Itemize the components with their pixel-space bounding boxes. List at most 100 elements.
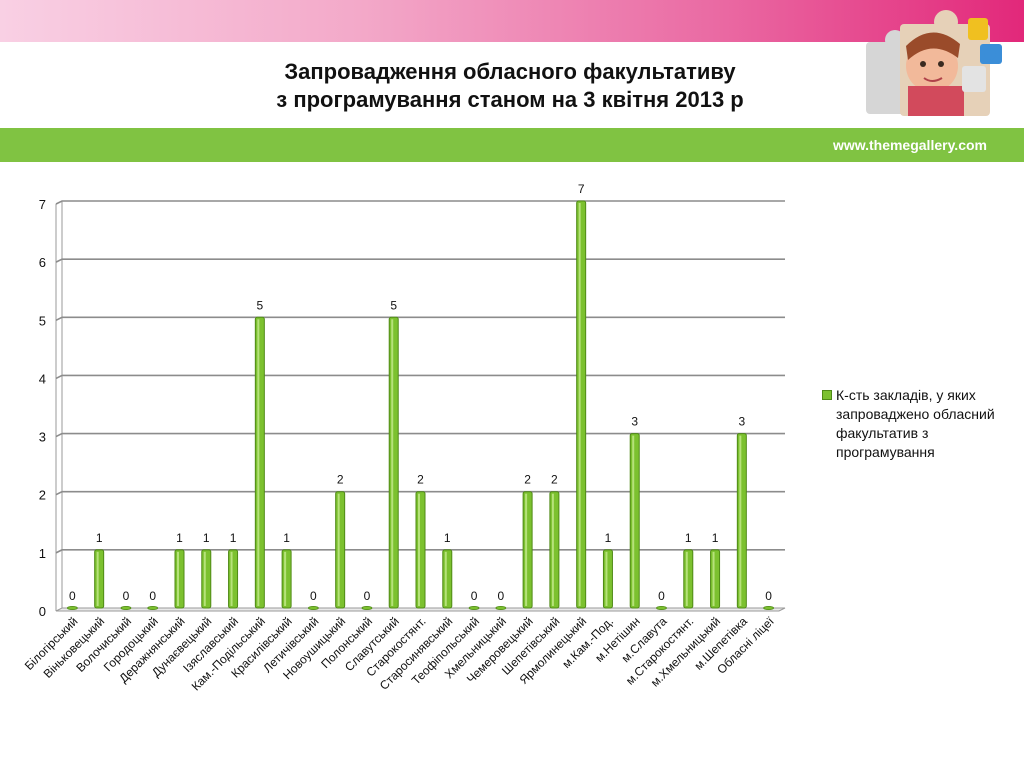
bar-highlight: [712, 551, 715, 606]
bar-highlight: [391, 319, 394, 606]
bar: [388, 316, 399, 609]
y-axis-ticks: 0 1 2 3 4 5 6 7: [39, 197, 46, 619]
data-label: 2: [337, 473, 344, 487]
data-label: 2: [417, 473, 424, 487]
puzzle-logo-icon: [866, 10, 1002, 116]
title-line-1: Запровадження обласного факультативу: [284, 59, 736, 84]
gridline: [55, 549, 785, 554]
data-label: 1: [230, 531, 237, 545]
data-label: 5: [390, 298, 397, 312]
data-label: 0: [658, 589, 665, 603]
bar-highlight: [739, 435, 742, 606]
bar: [228, 549, 239, 609]
data-label: 2: [551, 473, 558, 487]
y-tick-label: 2: [39, 488, 46, 503]
data-label: 0: [69, 589, 76, 603]
bar-highlight: [177, 551, 179, 606]
bar-highlight: [284, 551, 287, 606]
data-label: 1: [203, 531, 210, 545]
data-label: 0: [497, 589, 504, 603]
data-label: 1: [685, 531, 692, 545]
bar-highlight: [685, 551, 688, 606]
data-label: 1: [283, 531, 290, 545]
bar-highlight: [337, 493, 340, 606]
chart-floor: [55, 607, 786, 612]
bar: [335, 491, 346, 609]
bar: [94, 549, 105, 609]
data-label: 1: [96, 531, 103, 545]
gridline: [55, 432, 785, 438]
bar-chart: 0 1 2 3 4 5 6 7 0 1 0 0 1 1 1 5 1 0 2 0 5 2 1 0 0 2 2 7 1 3 0 1 1 3 0 Біл…: [22, 182, 786, 694]
bar: [307, 605, 319, 610]
legend-entry-label: К-сть закладів, у яких запроваджено обла…: [836, 387, 995, 460]
data-label: 0: [765, 589, 772, 603]
bar: [629, 433, 640, 609]
bar: [281, 549, 292, 609]
site-url-link[interactable]: www.themegallery.com: [832, 137, 987, 153]
data-label: 3: [631, 415, 638, 429]
gridline: [55, 258, 785, 263]
bar: [415, 491, 426, 609]
bar: [66, 605, 78, 610]
data-label: 1: [444, 531, 451, 545]
bar: [602, 549, 613, 609]
bar-highlight: [257, 319, 260, 606]
data-label: 0: [471, 589, 478, 603]
bar: [254, 316, 265, 609]
bar: [549, 491, 560, 609]
data-label: 0: [123, 589, 130, 603]
page-title: Запровадження обласного факультативу з п…: [170, 58, 850, 114]
bar: [736, 433, 747, 609]
bar: [201, 549, 212, 609]
y-tick-label: 3: [39, 430, 46, 445]
green-header-band: [0, 128, 1024, 162]
y-tick-label: 0: [39, 604, 46, 619]
bar: [495, 605, 507, 610]
chart-bars: [66, 200, 775, 610]
bar-highlight: [203, 551, 206, 606]
data-label: 1: [176, 531, 183, 545]
bar: [120, 605, 132, 610]
data-label: 1: [712, 531, 719, 545]
bar: [656, 605, 667, 610]
bar-highlight: [525, 493, 528, 606]
bar-highlight: [230, 551, 233, 606]
y-tick-label: 5: [39, 313, 46, 328]
data-label: 0: [364, 589, 371, 603]
bar: [576, 200, 587, 609]
y-tick-label: 1: [39, 546, 46, 561]
bar: [710, 549, 721, 609]
bar: [442, 549, 453, 609]
bar-highlight: [551, 493, 554, 606]
gridline: [55, 490, 785, 496]
top-decor-band: [0, 0, 1024, 42]
bar-highlight: [605, 551, 608, 606]
chart-grid: [55, 200, 786, 612]
data-label: 1: [605, 531, 612, 545]
data-label: 3: [738, 415, 745, 429]
y-tick-label: 6: [39, 255, 46, 270]
bar-highlight: [96, 551, 99, 606]
bar-highlight: [444, 551, 447, 606]
data-label: 0: [310, 589, 317, 603]
gridline: [55, 200, 785, 205]
gridline: [55, 374, 785, 380]
data-label: 2: [524, 473, 531, 487]
data-label: 0: [149, 589, 156, 603]
bar: [174, 549, 185, 609]
data-label: 5: [256, 298, 263, 312]
legend-swatch: [822, 390, 832, 400]
bar-highlight: [578, 203, 581, 606]
bar: [763, 605, 775, 610]
bar: [361, 605, 373, 610]
data-labels: 0 1 0 0 1 1 1 5 1 0 2 0 5 2 1 0 0 2 2 7 1 3 0 1 1 3 0: [69, 182, 772, 603]
title-line-2: з програмування станом на 3 квітня 2013 …: [276, 87, 744, 112]
bar: [147, 605, 159, 610]
bar-highlight: [418, 493, 420, 606]
y-tick-label: 7: [39, 197, 46, 212]
x-axis-ticks: БілогірськийВіньковецькийВолочиськийГоро…: [22, 614, 777, 694]
data-label: 7: [578, 182, 585, 196]
bar: [468, 605, 480, 610]
bar: [683, 549, 694, 609]
gridline: [55, 316, 785, 322]
